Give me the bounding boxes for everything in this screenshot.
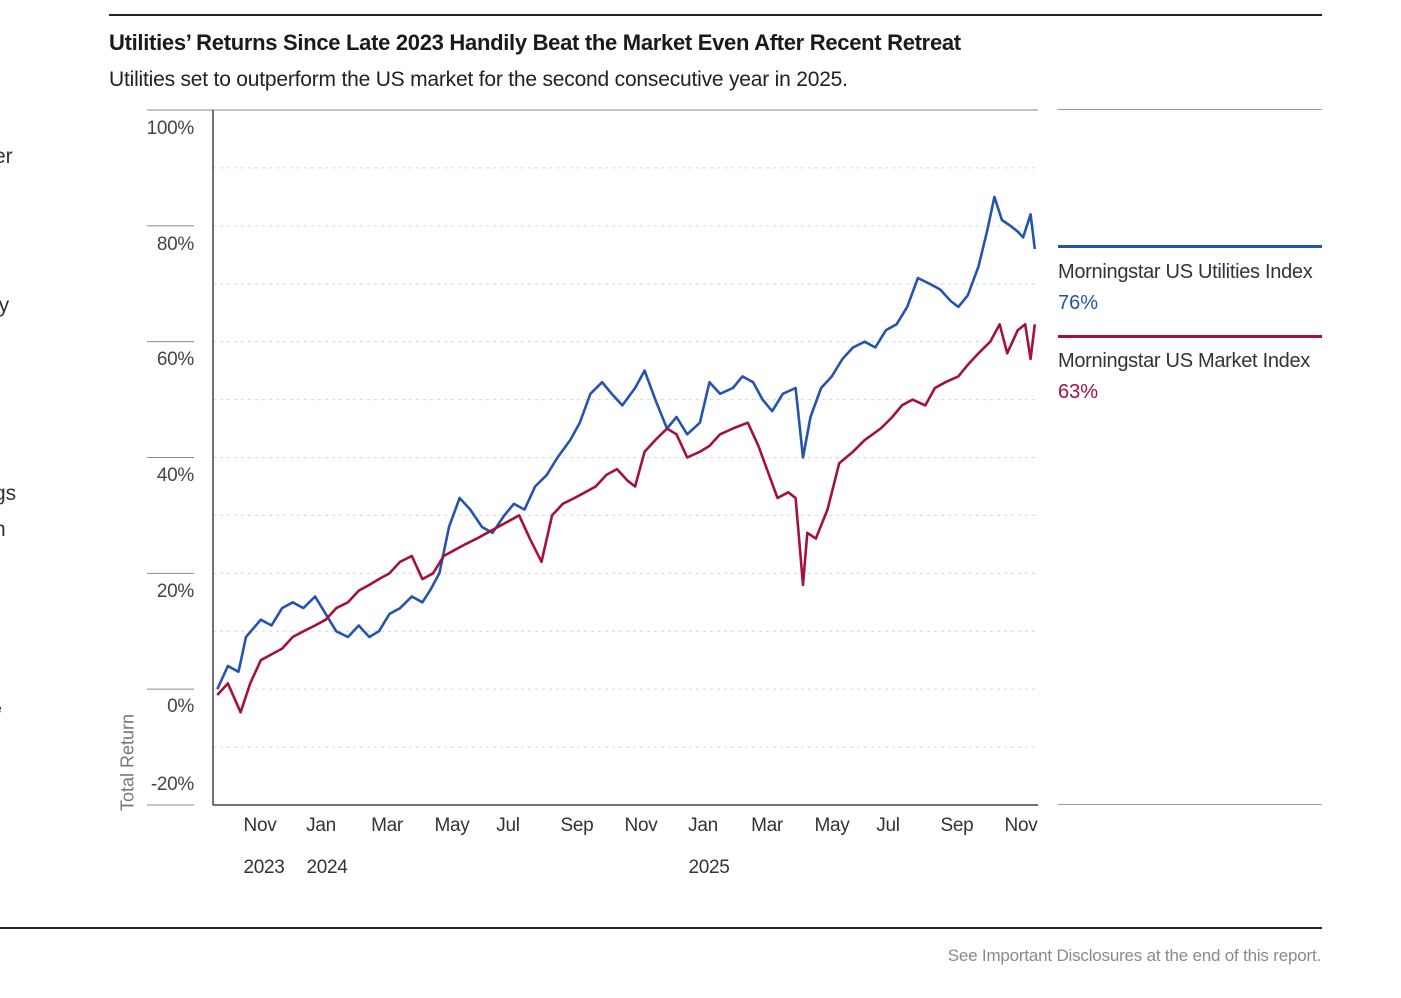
left-fragment-3: gs bbox=[0, 482, 17, 505]
x-tick-label: May bbox=[814, 815, 850, 836]
series-lines bbox=[216, 195, 1037, 714]
gridlines bbox=[213, 109, 1038, 748]
top-rule bbox=[109, 14, 1322, 16]
legend-label-market: Morningstar US Market Index bbox=[1058, 350, 1310, 372]
left-fragment-5: e bbox=[0, 700, 2, 716]
left-fragment-2: ly bbox=[0, 294, 10, 317]
series-line-utilities bbox=[216, 195, 1037, 690]
x-tick-label: Nov bbox=[624, 815, 658, 836]
axes bbox=[147, 109, 1038, 806]
x-year-label: 2025 bbox=[688, 857, 730, 878]
legend-swatch-utilities bbox=[1058, 245, 1322, 248]
left-fragment-1: er bbox=[0, 145, 13, 168]
y-tick-label: 0% bbox=[167, 696, 194, 717]
x-tick-label: Jan bbox=[688, 815, 718, 836]
x-tick-label: Mar bbox=[371, 815, 403, 836]
x-tick-label: Jul bbox=[876, 815, 900, 836]
series-line-market bbox=[216, 323, 1037, 714]
x-tick-label: May bbox=[434, 815, 470, 836]
legend-bottom-rule bbox=[1058, 804, 1322, 805]
y-tick-label: 80% bbox=[156, 234, 194, 255]
chart-title: Utilities’ Returns Since Late 2023 Handi… bbox=[109, 30, 961, 55]
legend-swatch-market bbox=[1058, 335, 1322, 338]
bottom-rule bbox=[0, 927, 1322, 929]
disclosure-footer: See Important Disclosures at the end of … bbox=[947, 946, 1321, 965]
y-tick-label: 60% bbox=[156, 349, 194, 370]
x-tick-label: Jul bbox=[496, 815, 520, 836]
chart-subtitle: Utilities set to outperform the US marke… bbox=[109, 68, 848, 91]
legend-value-utilities: 76% bbox=[1058, 292, 1099, 314]
legend-value-market: 63% bbox=[1058, 381, 1099, 403]
x-tick-label: Sep bbox=[940, 815, 974, 836]
legend-top-rule bbox=[1058, 109, 1322, 110]
x-tick-label: Mar bbox=[751, 815, 783, 836]
x-year-label: 2023 bbox=[243, 857, 285, 878]
left-fragment-4: n bbox=[0, 518, 6, 542]
y-tick-label: 100% bbox=[146, 118, 195, 139]
y-tick-label: 20% bbox=[156, 581, 194, 602]
y-tick-label: -20% bbox=[150, 774, 194, 795]
y-tick-label: 40% bbox=[156, 465, 194, 486]
x-tick-label: Sep bbox=[560, 815, 594, 836]
x-year-label: 2024 bbox=[306, 857, 348, 878]
y-axis-title: Total Return bbox=[117, 713, 138, 812]
legend-label-utilities: Morningstar US Utilities Index bbox=[1058, 261, 1313, 283]
x-tick-label: Nov bbox=[1004, 815, 1038, 836]
x-tick-label: Nov bbox=[243, 815, 277, 836]
x-tick-label: Jan bbox=[306, 815, 336, 836]
